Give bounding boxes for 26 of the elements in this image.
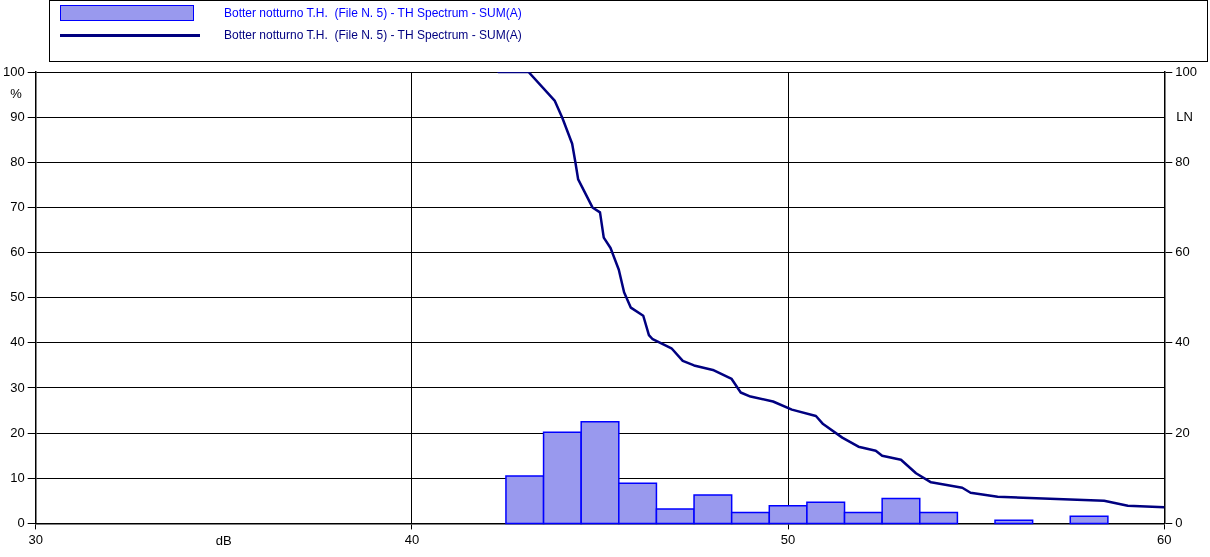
y-tick-label: 10 <box>10 469 25 485</box>
y-tick-label: 70 <box>10 199 25 214</box>
y-tick-label: 0 <box>17 514 25 530</box>
x-tick-label: 40 <box>404 531 420 547</box>
y-tick-label: 60 <box>10 244 25 260</box>
y-tick-label: 80 <box>10 153 25 169</box>
y-tick-label: 20 <box>10 424 25 440</box>
y-axis-title: % <box>10 85 23 101</box>
x-axis-title: dB <box>215 533 232 549</box>
y2-tick-label: 40 <box>1175 334 1190 350</box>
text: Botter notturno T.H. (File N. 5) - TH Spectrum - SUM(A) <box>224 6 522 20</box>
x-tick-label: 50 <box>780 531 796 547</box>
y-tick-label: 50 <box>10 289 25 305</box>
y-tick-label: 90 <box>10 108 25 124</box>
text: Botter notturno T.H. (File N. 5) - TH Spectrum - SUM(A) <box>224 28 522 42</box>
x-tick-label: 60 <box>1157 531 1172 547</box>
y2-tick-label: 20 <box>1175 424 1190 440</box>
y-tick-label: 100 <box>2 63 25 79</box>
y-tick-label: 40 <box>10 334 25 350</box>
x-tick-label: 30 <box>28 531 43 547</box>
y-tick-label: 30 <box>10 379 25 395</box>
y2-axis-title: LN <box>1176 108 1193 124</box>
y2-tick-label: 0 <box>1175 514 1183 530</box>
y2-tick-label: 80 <box>1175 153 1190 169</box>
y2-tick-label: 100 <box>1175 63 1198 79</box>
y2-tick-label: 60 <box>1175 244 1190 260</box>
